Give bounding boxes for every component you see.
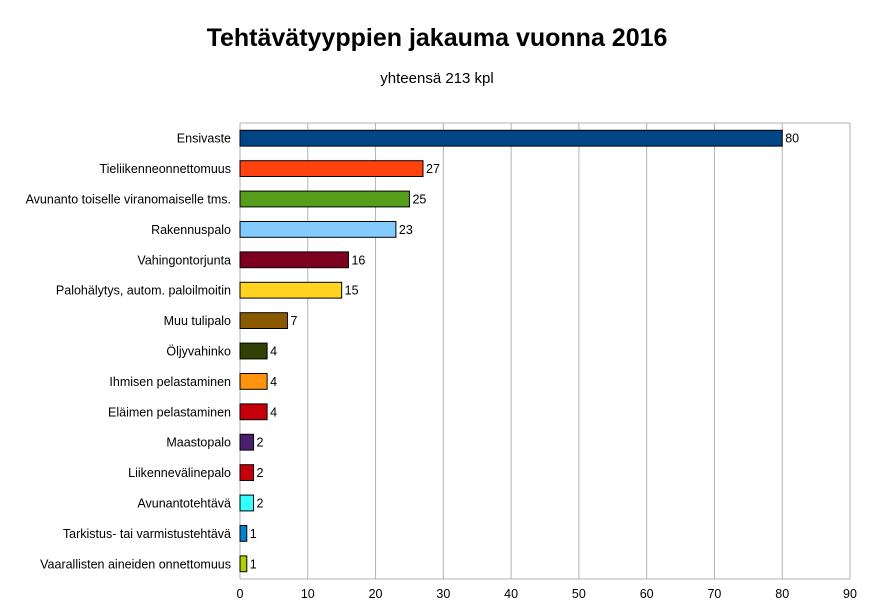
x-tick-label: 30 <box>436 587 450 601</box>
x-tick-label: 80 <box>775 587 789 601</box>
x-tick-label: 40 <box>504 587 518 601</box>
bar <box>239 251 349 269</box>
bar <box>239 372 268 390</box>
value-label: 15 <box>345 284 359 298</box>
category-label: Tarkistus- tai varmistustehtävä <box>63 527 231 541</box>
bar <box>239 129 783 147</box>
value-label: 25 <box>412 193 426 207</box>
category-label: Palohälytys, autom. paloilmoitin <box>56 284 231 298</box>
value-label: 2 <box>257 436 264 450</box>
bar <box>239 342 268 360</box>
category-label: Rakennuspalo <box>151 223 231 237</box>
category-label: Öljyvahinko <box>166 345 231 359</box>
value-label: 1 <box>250 527 257 541</box>
value-label: 2 <box>257 466 264 480</box>
x-tick-label: 60 <box>640 587 654 601</box>
value-label: 2 <box>257 497 264 511</box>
bar <box>239 494 255 512</box>
value-label: 16 <box>351 253 365 267</box>
category-label: Avunantotehtävä <box>137 497 231 511</box>
x-tick-label: 20 <box>369 587 383 601</box>
category-label: Muu tulipalo <box>164 314 231 328</box>
x-tick-label: 0 <box>237 587 244 601</box>
chart-title: Tehtävätyyppien jakauma vuonna 2016 <box>206 24 668 52</box>
category-label: Tieliikenneonnettomuus <box>99 162 231 176</box>
value-label: 4 <box>270 375 277 389</box>
category-label: Ensivaste <box>177 132 231 146</box>
bar <box>239 555 248 573</box>
bar <box>239 464 255 482</box>
value-label: 1 <box>250 557 257 571</box>
x-tick-label: 50 <box>572 587 586 601</box>
value-label: 4 <box>270 345 277 359</box>
category-label: Liikennevälinepalo <box>128 466 231 480</box>
value-label: 7 <box>290 314 297 328</box>
value-label: 23 <box>399 223 413 237</box>
x-tick-label: 90 <box>843 587 857 601</box>
category-label: Vahingontorjunta <box>137 253 231 267</box>
bars <box>239 129 783 573</box>
bar <box>239 524 248 542</box>
x-tick-label: 70 <box>707 587 721 601</box>
category-label: Vaarallisten aineiden onnettomuus <box>40 557 231 571</box>
category-label: Avunanto toiselle viranomaiselle tms. <box>26 193 231 207</box>
category-label: Ihmisen pelastaminen <box>109 375 231 389</box>
chart-subtitle: yhteensä 213 kpl <box>380 70 494 87</box>
category-label: Maastopalo <box>166 436 231 450</box>
bar <box>239 281 343 299</box>
bar <box>239 312 288 330</box>
category-label: Eläimen pelastaminen <box>108 405 231 419</box>
value-label: 80 <box>785 132 799 146</box>
value-label: 4 <box>270 405 277 419</box>
value-label: 27 <box>426 162 440 176</box>
labels: 0 10 20 30 40 50 60 70 80 90 Ensivaste 80 Tieliikenn… <box>26 132 857 601</box>
bar <box>239 220 397 238</box>
bar <box>239 160 424 178</box>
bar <box>239 403 268 421</box>
bar <box>239 190 410 208</box>
x-tick-label: 10 <box>301 587 315 601</box>
bar <box>239 433 255 451</box>
